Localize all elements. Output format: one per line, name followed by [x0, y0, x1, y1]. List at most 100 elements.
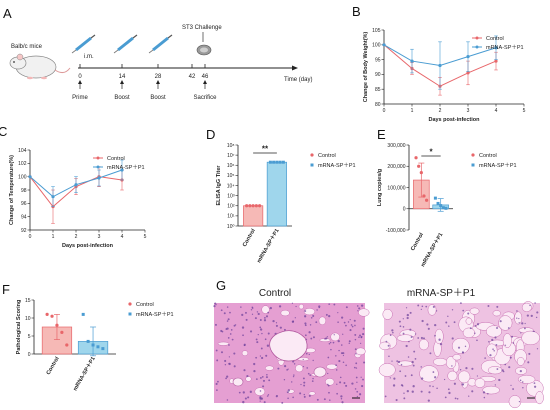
cell-nucleus [426, 323, 429, 326]
cell-nucleus [287, 368, 289, 370]
cell-nucleus [259, 355, 262, 357]
cell-nucleus [399, 325, 402, 328]
cell-nucleus [337, 312, 339, 314]
cell-nucleus [227, 337, 230, 339]
legend-label: Control [136, 302, 154, 308]
data-point [74, 183, 78, 187]
cell-nucleus [403, 392, 405, 394]
data-point [438, 63, 442, 68]
cell-nucleus [471, 390, 474, 393]
vessel-lumen [313, 366, 327, 378]
cell-nucleus [307, 372, 310, 375]
alveolus [303, 308, 316, 316]
y-tick-label: 10⁶ [227, 163, 235, 169]
cell-nucleus [425, 305, 428, 308]
cell-nucleus [438, 338, 441, 341]
cell-nucleus [408, 340, 410, 343]
data-point [466, 71, 470, 75]
data-point [91, 343, 95, 347]
data-point [414, 156, 418, 160]
syringe-icon [113, 34, 138, 54]
cell-nucleus [516, 310, 518, 312]
cell-nucleus [253, 370, 256, 373]
cell-nucleus [432, 385, 434, 388]
cell-nucleus [406, 313, 409, 317]
cell-nucleus [328, 314, 331, 318]
cell-nucleus [246, 374, 249, 378]
cell-nucleus [308, 394, 311, 397]
data-point [410, 59, 414, 63]
cell-nucleus [417, 304, 420, 307]
timeline-arrowhead [292, 65, 298, 71]
cell-nucleus [326, 336, 329, 338]
cell-nucleus [338, 349, 340, 352]
cell-nucleus [461, 351, 464, 354]
cell-nucleus [337, 339, 340, 343]
cell-nucleus [417, 337, 420, 339]
cell-nucleus [447, 315, 449, 318]
alveolus [330, 332, 340, 342]
cell-nucleus [302, 358, 304, 361]
cell-nucleus [259, 319, 262, 322]
cell-nucleus [245, 311, 247, 314]
cell-nucleus [291, 320, 295, 323]
cell-nucleus [499, 320, 502, 323]
alveolus [502, 333, 512, 348]
data-point [425, 198, 429, 202]
legend-marker [96, 165, 100, 169]
cell-nucleus [432, 371, 435, 373]
cell-nucleus [254, 317, 257, 320]
cell-nucleus [304, 322, 307, 325]
cell-nucleus [220, 351, 224, 354]
cell-nucleus [264, 338, 267, 341]
cell-nucleus [518, 322, 520, 324]
cell-nucleus [316, 398, 319, 401]
cell-nucleus [295, 305, 297, 308]
alveolus [447, 370, 458, 381]
histology-title-control: Control [259, 288, 291, 299]
cell-nucleus [340, 344, 343, 346]
cell-nucleus [518, 317, 520, 320]
y-tick-label: 92 [21, 228, 27, 234]
cell-nucleus [518, 400, 521, 403]
cell-nucleus [532, 330, 534, 332]
data-point [436, 201, 440, 205]
histology-texture-treated [378, 301, 544, 409]
cell-nucleus [420, 336, 424, 340]
event-arrowhead [203, 80, 207, 84]
panel-label-a: A [3, 6, 12, 21]
cell-nucleus [420, 308, 422, 311]
cell-nucleus [283, 379, 286, 381]
cell-nucleus [339, 381, 342, 384]
mouse-strain-label: Balb/c mice [11, 44, 43, 50]
cell-nucleus [522, 387, 524, 389]
cell-nucleus [310, 337, 313, 340]
data-point [96, 345, 100, 349]
cell-nucleus [250, 309, 253, 311]
alveolus [517, 374, 536, 384]
cell-nucleus [300, 383, 302, 386]
event-label: Boost [114, 95, 130, 101]
legend-label: mRNA-SP＋P1 [136, 311, 174, 318]
cell-nucleus [406, 316, 409, 320]
cell-nucleus [231, 338, 234, 341]
timeline-day-label: 14 [119, 74, 126, 80]
chart-c-temperature: C 0 1 2 3 4 5 92 94 96 98 100 102 104 Days post-infect… [0, 124, 147, 249]
cell-nucleus [215, 349, 218, 352]
cell-nucleus [226, 320, 229, 322]
cell-nucleus [291, 302, 294, 304]
cell-nucleus [287, 389, 291, 392]
cell-nucleus [349, 329, 352, 332]
alveolus [451, 337, 470, 354]
cell-nucleus [243, 369, 246, 372]
cell-nucleus [259, 326, 262, 329]
cell-nucleus [266, 395, 269, 397]
cell-nucleus [325, 337, 328, 340]
cell-nucleus [342, 361, 345, 364]
cell-nucleus [493, 350, 495, 352]
cell-nucleus [244, 397, 247, 400]
data-point [258, 204, 262, 208]
cell-nucleus [530, 314, 533, 318]
cell-nucleus [358, 307, 361, 310]
cell-nucleus [340, 397, 343, 400]
